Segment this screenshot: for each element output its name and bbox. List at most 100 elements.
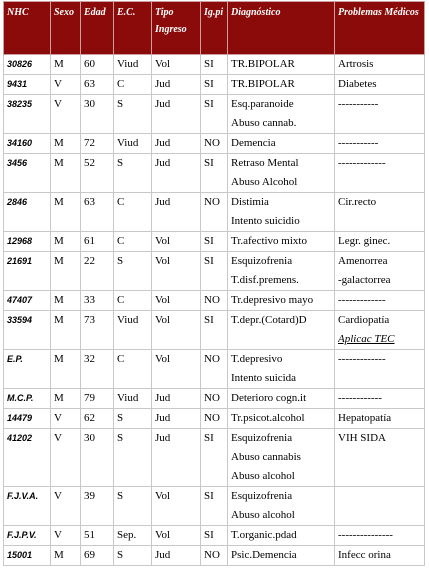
table-cell: Vol bbox=[151, 525, 201, 546]
table-cell: 33 bbox=[80, 290, 114, 311]
table-cell: M bbox=[50, 310, 81, 350]
table-cell: C bbox=[113, 349, 152, 389]
table-cell: ------------- bbox=[334, 349, 425, 389]
cell-line: Demencia bbox=[231, 137, 276, 149]
cell-line: T.depr.(Cotard)D bbox=[231, 314, 307, 326]
cell-line: Abuso alcohol bbox=[231, 470, 295, 482]
table-cell: C bbox=[113, 74, 152, 95]
cell-line: ------------- bbox=[338, 157, 386, 169]
table-cell: Jud bbox=[151, 94, 201, 134]
cell-line: Intento suicidio bbox=[231, 215, 300, 227]
table-row: 3456 M 52 S Jud SI Retraso Mental Abuso Alcohol… bbox=[3, 153, 425, 193]
table-cell: NO bbox=[200, 545, 228, 566]
table-cell: TR.BIPOLAR bbox=[227, 54, 335, 75]
cell-line: T.depresivo bbox=[231, 353, 283, 365]
table-cell: Jud bbox=[151, 388, 201, 409]
cell-line: Infecc orina bbox=[338, 549, 391, 561]
table-cell: Viud bbox=[113, 388, 152, 409]
table-cell: Vol bbox=[151, 290, 201, 311]
column-header: E.C. bbox=[113, 1, 152, 55]
table-cell: Vol bbox=[151, 231, 201, 252]
table-cell: F.J.V.A. bbox=[3, 486, 51, 526]
table-row: 30826 M 60 Viud Vol SI TR.BIPOLAR Artrosis bbox=[3, 54, 425, 75]
cell-line: ------------- bbox=[338, 294, 386, 306]
cell-line: ------------ bbox=[338, 392, 382, 404]
table-row: E.P. M 32 C Vol NO T.depresivo Intento suicida -… bbox=[3, 349, 425, 389]
cell-line: Abuso cannabis bbox=[231, 451, 301, 463]
table-cell: V bbox=[50, 486, 81, 526]
table-cell: Hepatopatía bbox=[334, 408, 425, 429]
table-cell: M bbox=[50, 545, 81, 566]
table-cell: 33594 bbox=[3, 310, 51, 350]
table-cell: ----------- bbox=[334, 133, 425, 154]
table-row: F.J.V.A. V 39 S Vol SI Esquizofrenia Abuso alco… bbox=[3, 486, 425, 526]
table-cell: S bbox=[113, 94, 152, 134]
table-cell: Tr.psicot.alcohol bbox=[227, 408, 335, 429]
cell-line: Deterioro cogn.it bbox=[231, 392, 307, 404]
table-cell: Viud bbox=[113, 133, 152, 154]
cell-line: Intento suicida bbox=[231, 372, 297, 384]
header-row: NHC Sexo Edad E.C. Tipo Ingreso Ig.pi Diagnóst… bbox=[3, 1, 425, 55]
table-cell: C bbox=[113, 290, 152, 311]
table-cell: 34160 bbox=[3, 133, 51, 154]
table-cell: SI bbox=[200, 428, 228, 487]
table-cell: 32 bbox=[80, 349, 114, 389]
table-cell: 3456 bbox=[3, 153, 51, 193]
table-row: 15001 M 69 S Jud NO Psic.Demencia Infecc orina bbox=[3, 545, 425, 566]
column-header: Diagnóstico bbox=[227, 1, 335, 55]
column-header: NHC bbox=[3, 1, 51, 55]
table-cell: 38235 bbox=[3, 94, 51, 134]
table-cell: S bbox=[113, 251, 152, 291]
table-cell: SI bbox=[200, 251, 228, 291]
table-cell: SI bbox=[200, 74, 228, 95]
table-cell: 22 bbox=[80, 251, 114, 291]
table-cell: Esquizofrenia T.disf.premens. bbox=[227, 251, 335, 291]
table-cell: SI bbox=[200, 153, 228, 193]
cell-line: Cardiopatía bbox=[338, 314, 390, 326]
table-cell: C bbox=[113, 192, 152, 232]
table-cell: SI bbox=[200, 310, 228, 350]
table-row: 14479 V 62 S Jud NO Tr.psicot.alcohol Hepatopat… bbox=[3, 408, 425, 429]
table-cell: Legr. ginec. bbox=[334, 231, 425, 252]
table-cell: NO bbox=[200, 408, 228, 429]
table-cell: Tr.depresivo mayo bbox=[227, 290, 335, 311]
table-cell: V bbox=[50, 74, 81, 95]
table-cell: Vol bbox=[151, 310, 201, 350]
table-cell: 41202 bbox=[3, 428, 51, 487]
table-cell: M bbox=[50, 290, 81, 311]
table-cell: SI bbox=[200, 231, 228, 252]
table-cell: Psic.Demencia bbox=[227, 545, 335, 566]
cell-line: Tr.depresivo mayo bbox=[231, 294, 314, 306]
cell-line: Aplicac TEC bbox=[338, 333, 395, 345]
table-cell: 15001 bbox=[3, 545, 51, 566]
table-cell: M bbox=[50, 231, 81, 252]
table-cell: 51 bbox=[80, 525, 114, 546]
table-cell: 2846 bbox=[3, 192, 51, 232]
table-cell: 52 bbox=[80, 153, 114, 193]
table-cell: Diabetes bbox=[334, 74, 425, 95]
table-cell: Jud bbox=[151, 74, 201, 95]
cell-line: --------------- bbox=[338, 529, 393, 541]
table-cell: M bbox=[50, 153, 81, 193]
table-cell: 79 bbox=[80, 388, 114, 409]
cell-line: Esquizofrenia bbox=[231, 432, 293, 444]
table-cell: M bbox=[50, 54, 81, 75]
table-row: 47407 M 33 C Vol NO Tr.depresivo mayo ---------… bbox=[3, 290, 425, 311]
table-cell: Jud bbox=[151, 408, 201, 429]
column-header: Problemas Médicos bbox=[334, 1, 425, 55]
cell-line: TR.BIPOLAR bbox=[231, 78, 295, 90]
table-cell: Demencia bbox=[227, 133, 335, 154]
table-cell: NO bbox=[200, 133, 228, 154]
table-cell: Esquizofrenia Abuso cannabis Abuso alcohol bbox=[227, 428, 335, 487]
table-cell: ----------- bbox=[334, 94, 425, 134]
table-row: 34160 M 72 Viud Jud NO Demencia ----------- bbox=[3, 133, 425, 154]
table-cell bbox=[334, 486, 425, 526]
cell-line: TR.BIPOLAR bbox=[231, 58, 295, 70]
table-cell: 30 bbox=[80, 94, 114, 134]
table-cell: SI bbox=[200, 54, 228, 75]
cell-line: Esquizofrenia bbox=[231, 490, 293, 502]
cell-line: Retraso Mental bbox=[231, 157, 299, 169]
table-cell: --------------- bbox=[334, 525, 425, 546]
table-row: 21691 M 22 S Vol SI Esquizofrenia T.disf.premen… bbox=[3, 251, 425, 291]
